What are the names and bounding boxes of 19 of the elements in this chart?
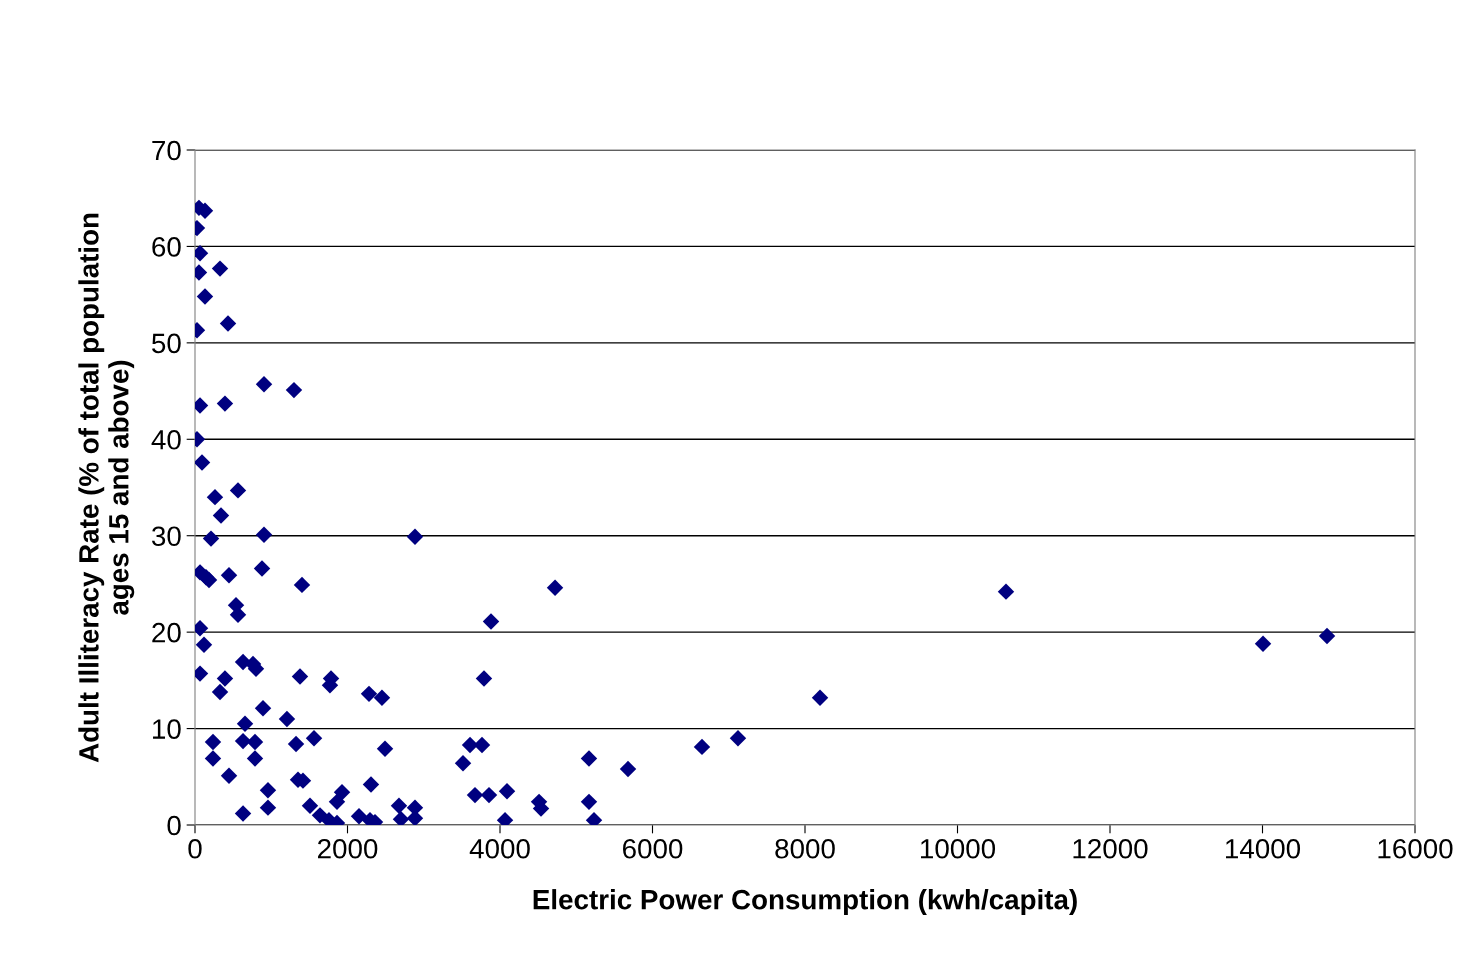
x-tick-label: 10000	[921, 838, 996, 859]
y-tick-label: 20	[152, 622, 181, 643]
x-tick-label: 2000	[318, 838, 378, 859]
x-tick-label: 4000	[469, 838, 530, 859]
y-tick-label: 10	[153, 719, 181, 739]
x-tick-label: 14000	[1226, 838, 1301, 859]
x-tick-label: 6000	[623, 838, 683, 859]
y-tick-label: 40	[151, 429, 181, 450]
x-tick-label: 16000	[1378, 838, 1453, 859]
y-tick-label: 0	[167, 815, 181, 836]
x-tick-label: 0	[188, 838, 202, 859]
y-tick-label: 50	[152, 333, 181, 354]
y-tick-label: 70	[152, 140, 181, 161]
y-tick-label: 60	[152, 237, 181, 257]
y-axis-title: Adult Illiteracy Rate (% of total population ages 15 and above)	[78, 213, 135, 763]
x-axis-title: Electric Power Consumption (kwh/capita)	[533, 889, 1077, 915]
x-tick-label: 8000	[775, 838, 835, 859]
x-tick-label: 12000	[1073, 838, 1148, 859]
y-tick-label: 30	[151, 526, 181, 547]
